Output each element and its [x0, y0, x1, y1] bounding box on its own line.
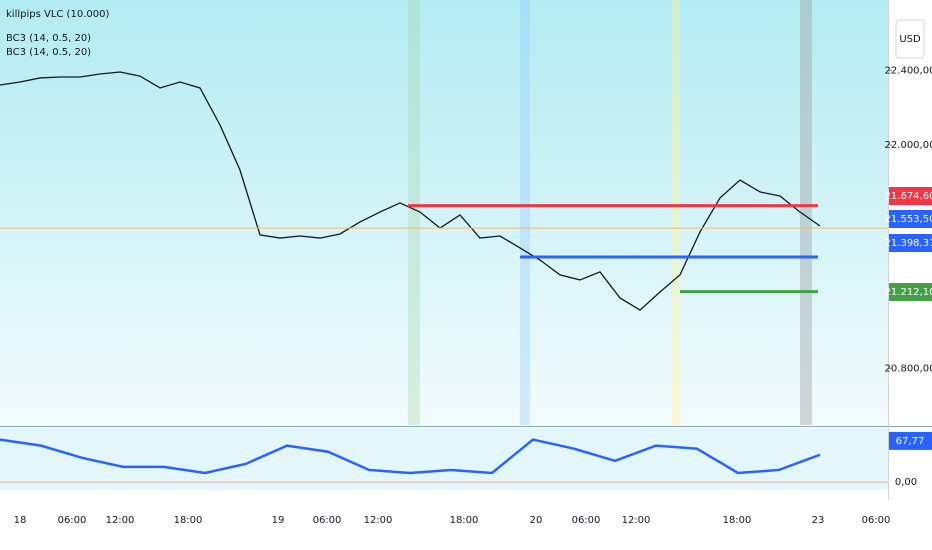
price-label-bg: [889, 283, 932, 301]
y-tick-label: 20.800,00: [885, 363, 932, 374]
indicator-pane-bg: [0, 428, 888, 490]
x-tick-label: 12:00: [106, 515, 135, 526]
x-tick-label: 18: [14, 515, 27, 526]
price-label: 21.674,60: [885, 191, 932, 202]
indicator-legend: BC3 (14, 0.5, 20): [6, 47, 91, 58]
indicator-line: [0, 438, 821, 475]
indicator-legend: BC3 (14, 0.5, 20): [6, 33, 91, 44]
x-tick-label: 06:00: [572, 515, 601, 526]
x-tick-label: 12:00: [364, 515, 393, 526]
price-label-bg: [889, 210, 932, 228]
currency[interactable]: USD: [899, 34, 921, 45]
x-tick-label: 18:00: [174, 515, 203, 526]
y-tick-label: 22.000,00: [885, 140, 932, 151]
x-tick-label: 06:00: [862, 515, 891, 526]
indicator-label: 67,77: [896, 436, 925, 447]
session-band: [520, 0, 530, 425]
session-band: [800, 0, 812, 425]
price-label: 21.398,31: [885, 238, 932, 249]
x-tick-label: 18:00: [723, 515, 752, 526]
y-tick-label: 22.400,00: [885, 66, 932, 77]
price-label-bg: [889, 187, 932, 205]
price-label: 21.553,50: [885, 214, 932, 225]
y-tick-label: 0,00: [895, 477, 917, 488]
session-band: [408, 0, 420, 425]
price-line: [0, 71, 821, 311]
x-tick-label: 23: [812, 515, 825, 526]
x-tick-label: 20: [530, 515, 543, 526]
price-label: 21.212,10: [885, 287, 932, 298]
indicator-label-bg: [889, 431, 932, 450]
price-label-bg: [889, 234, 932, 252]
symbol-legend: killpips VLC (10.000): [6, 9, 109, 20]
x-tick-label: 19: [272, 515, 285, 526]
session-band: [672, 0, 680, 425]
x-tick-label: 06:00: [313, 515, 342, 526]
price-pane-bg: [0, 0, 888, 425]
currency-box[interactable]: [895, 19, 925, 59]
x-tick-label: 12:00: [622, 515, 651, 526]
x-tick-label: 06:00: [58, 515, 87, 526]
x-tick-label: 18:00: [450, 515, 479, 526]
